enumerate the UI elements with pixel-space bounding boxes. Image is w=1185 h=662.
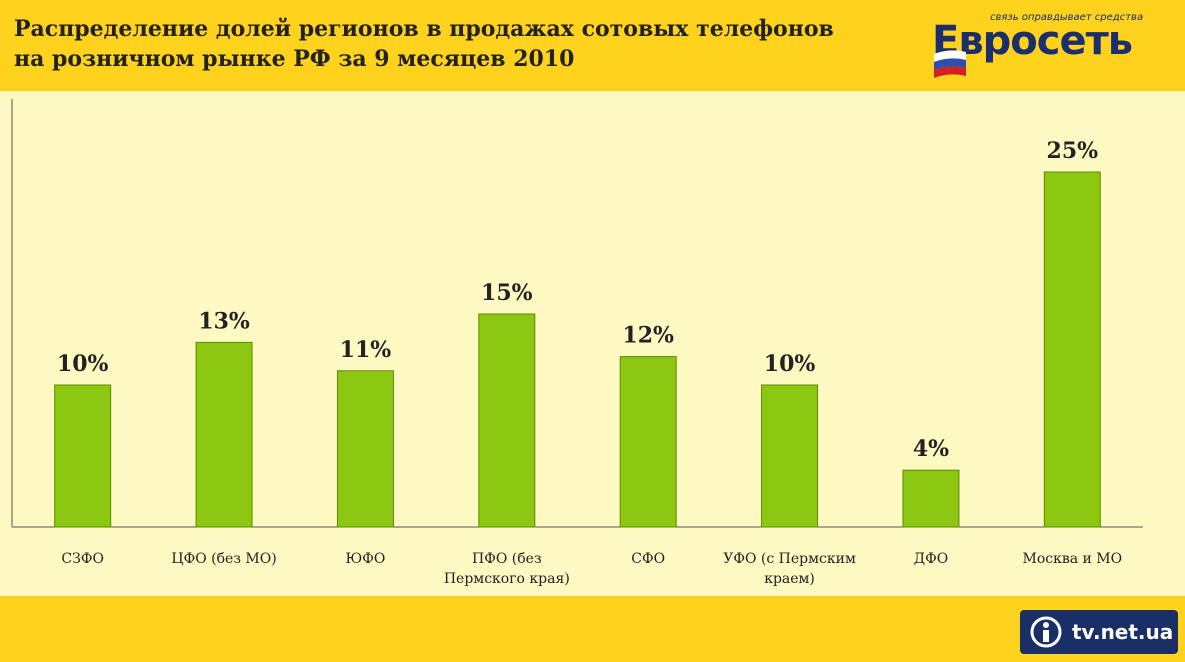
chart-title: Распределение долей регионов в продажах …	[14, 14, 834, 74]
data-label-2: 11%	[340, 337, 392, 363]
bar-3	[478, 313, 536, 528]
category-label-5-0: УФО (с Пермским	[723, 551, 856, 567]
chart-panel: 10% СЗФО 13% ЦФО (без МО) 11% ЮФО 15% ПФО (без П…	[0, 91, 1185, 596]
bar-4	[619, 356, 677, 528]
bar-1	[195, 341, 253, 528]
category-label-4: СФО	[631, 551, 665, 567]
category-label-6: ДФО	[914, 551, 948, 567]
title-line-2: на розничном рынке РФ за 9 месяцев 2010	[14, 46, 575, 72]
tv-net-ua-watermark: tv.net.ua	[1020, 610, 1178, 654]
category-label-0: СЗФО	[61, 551, 104, 567]
data-label-5: 10%	[764, 351, 816, 377]
category-label-2: ЮФО	[346, 551, 386, 567]
bar-5	[761, 384, 819, 528]
data-label-7: 25%	[1047, 138, 1099, 164]
category-label-3-0: ПФО (без	[472, 551, 542, 567]
data-label-3: 15%	[481, 280, 533, 306]
bar-0	[54, 384, 112, 528]
data-label-6: 4%	[913, 436, 949, 462]
bar-7	[1043, 171, 1101, 528]
watermark-text: tv.net.ua	[1072, 620, 1174, 644]
tv-logo-icon	[1030, 616, 1062, 648]
russian-flag-icon	[934, 50, 966, 78]
title-line-1: Распределение долей регионов в продажах …	[14, 16, 834, 42]
category-label-3-1: Пермского края)	[444, 571, 570, 587]
bar-chart: 10% СЗФО 13% ЦФО (без МО) 11% ЮФО 15% ПФО (без П…	[11, 99, 1143, 587]
data-label-1: 13%	[198, 308, 250, 334]
data-label-0: 10%	[57, 351, 109, 377]
logo-tagline: связь оправдывает средства	[990, 12, 1144, 23]
bar-2	[336, 370, 394, 528]
category-label-1: ЦФО (без МО)	[171, 551, 276, 567]
category-label-7: Москва и МО	[1022, 551, 1122, 567]
category-label-5-1: краем)	[764, 571, 815, 587]
bar-6	[902, 469, 960, 528]
data-label-4: 12%	[622, 323, 674, 349]
evroset-logo: связь оправдывает средства Евросеть	[928, 10, 1158, 88]
